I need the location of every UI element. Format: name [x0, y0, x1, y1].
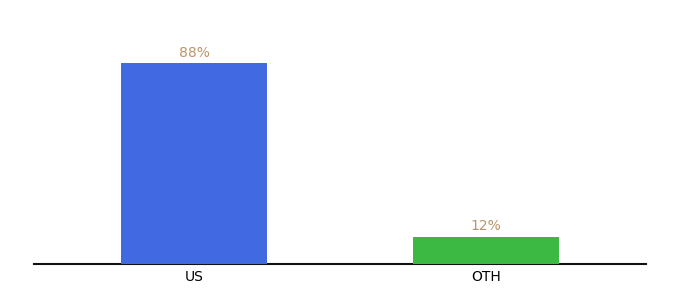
- Bar: [413, 237, 558, 264]
- Text: 88%: 88%: [179, 46, 209, 60]
- Bar: [122, 63, 267, 264]
- Text: 12%: 12%: [471, 219, 501, 233]
